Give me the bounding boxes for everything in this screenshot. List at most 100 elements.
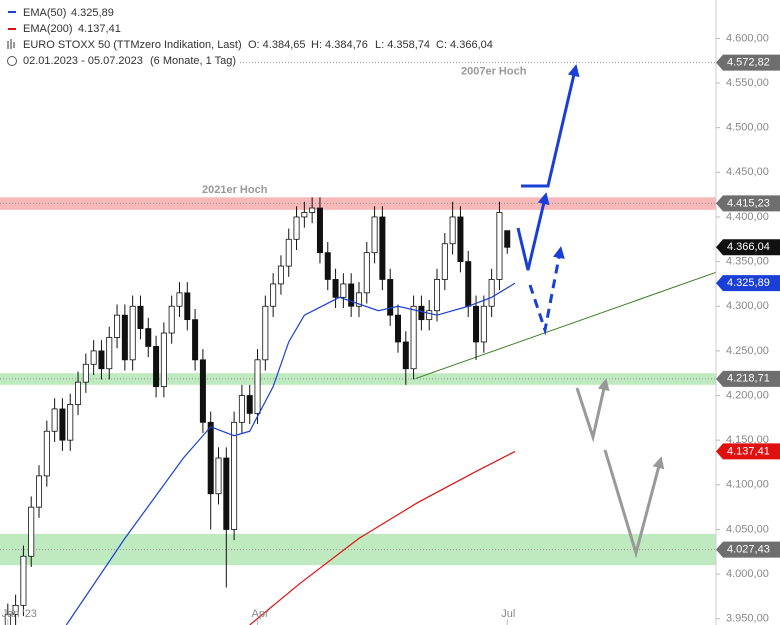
candle-body	[301, 212, 308, 218]
candle-body	[121, 314, 128, 361]
price-tag-label: 4.325,89	[727, 277, 770, 289]
x-tick-label: Jul	[501, 608, 515, 620]
candle-body	[394, 314, 401, 343]
candle-body	[75, 381, 82, 405]
price-tag-label: 4.027,43	[727, 544, 770, 556]
candle-body	[332, 279, 339, 298]
y-tick-label: 4.050,00	[726, 523, 769, 535]
candle-body	[449, 216, 456, 245]
candle-body	[59, 408, 66, 441]
price-tag-label: 4.366,04	[727, 241, 770, 253]
legend-name: EMA(50)	[23, 7, 66, 19]
candle-body	[184, 292, 191, 321]
candle-body	[285, 238, 292, 267]
candle-body	[43, 430, 50, 477]
candle-body	[90, 350, 97, 365]
price-tag	[716, 239, 780, 256]
candle-body	[215, 457, 222, 495]
ema-line	[249, 450, 516, 625]
candle-body	[504, 230, 511, 248]
candle-body	[457, 216, 464, 263]
candle-body	[418, 305, 425, 321]
candle-body	[82, 363, 89, 383]
price-tag	[716, 541, 780, 558]
y-tick-label: 4.100,00	[726, 479, 769, 491]
y-tick-label: 4.250,00	[726, 345, 769, 357]
candle-body	[168, 305, 175, 334]
candle-body	[355, 292, 362, 307]
candle-body	[262, 305, 269, 361]
candle-body	[36, 475, 43, 508]
period: (6 Monate, 1 Tag)	[150, 55, 236, 67]
candle-body	[434, 279, 441, 312]
y-tick-label: 4.300,00	[726, 300, 769, 312]
candle-body	[160, 332, 167, 388]
candle-body	[20, 555, 27, 606]
candle-body	[28, 506, 35, 557]
annotation: 2007er Hoch	[461, 65, 527, 77]
candle-body	[293, 216, 300, 240]
candle-body	[496, 212, 503, 280]
candle-body	[410, 305, 417, 370]
candle-body	[309, 207, 316, 213]
candle-body	[153, 346, 160, 388]
x-tick-label: Jan '23	[2, 608, 37, 620]
legend-value: 4.325,89	[71, 7, 114, 19]
candle-body	[98, 350, 105, 370]
header: EMA(50) 4.325,89 EMA(200) 4.137,41 EURO …	[7, 7, 493, 67]
date-range: 02.01.2023 - 05.07.2023	[23, 55, 143, 67]
candle-body	[371, 216, 378, 254]
ema-line	[65, 282, 516, 625]
legend-name: EMA(200)	[23, 23, 73, 35]
price-tag	[716, 275, 780, 292]
candle-body	[426, 310, 433, 321]
ohlc: L: 4.358,74	[375, 39, 430, 51]
candle-body	[192, 319, 199, 361]
price-tag	[716, 370, 780, 387]
candle-body	[51, 408, 58, 432]
candle-body	[176, 292, 183, 307]
candle-body	[480, 305, 487, 343]
instrument: EURO STOXX 50 (TTMzero Indikation, Last)	[23, 39, 242, 51]
price-tag-label: 4.137,41	[727, 445, 770, 457]
candle-body	[473, 305, 480, 343]
price-tag	[716, 443, 780, 460]
candle-body	[340, 283, 347, 298]
candle-body	[231, 421, 238, 530]
candle-body	[114, 314, 121, 338]
y-tick-label: 4.200,00	[726, 389, 769, 401]
candle-body	[363, 252, 370, 294]
candle-body	[207, 421, 214, 495]
ohlc: O: 4.384,65	[248, 39, 306, 51]
y-tick-label: 4.400,00	[726, 211, 769, 223]
candle-body	[387, 279, 394, 316]
trendline	[415, 271, 717, 380]
candle-body	[488, 279, 495, 307]
y-tick-label: 4.500,00	[726, 122, 769, 134]
projection-arrows	[516, 64, 665, 559]
y-tick-label: 4.350,00	[726, 256, 769, 268]
y-tick-label: 3.950,00	[726, 613, 769, 625]
price-tag-label: 4.572,82	[727, 57, 770, 69]
candle-body	[270, 283, 277, 307]
candle-body	[137, 305, 144, 329]
candle-body	[254, 359, 261, 414]
candle-body	[129, 305, 136, 361]
price-tag-label: 4.415,23	[727, 197, 770, 209]
ohlc: C: 4.366,04	[436, 39, 493, 51]
candle-body	[348, 283, 355, 307]
candle-body	[465, 261, 472, 307]
candle-body	[12, 604, 19, 615]
y-tick-label: 4.450,00	[726, 166, 769, 178]
candle-body	[379, 216, 386, 280]
candle-body	[324, 252, 331, 280]
candle-body	[199, 359, 206, 423]
price-tag-label: 4.218,71	[727, 373, 770, 385]
price-tag	[716, 54, 780, 71]
y-tick-label: 4.000,00	[726, 568, 769, 580]
y-tick-label: 4.600,00	[726, 32, 769, 44]
candle-body	[246, 395, 253, 414]
candle-body	[402, 341, 409, 370]
legend-value: 4.137,41	[78, 23, 121, 35]
